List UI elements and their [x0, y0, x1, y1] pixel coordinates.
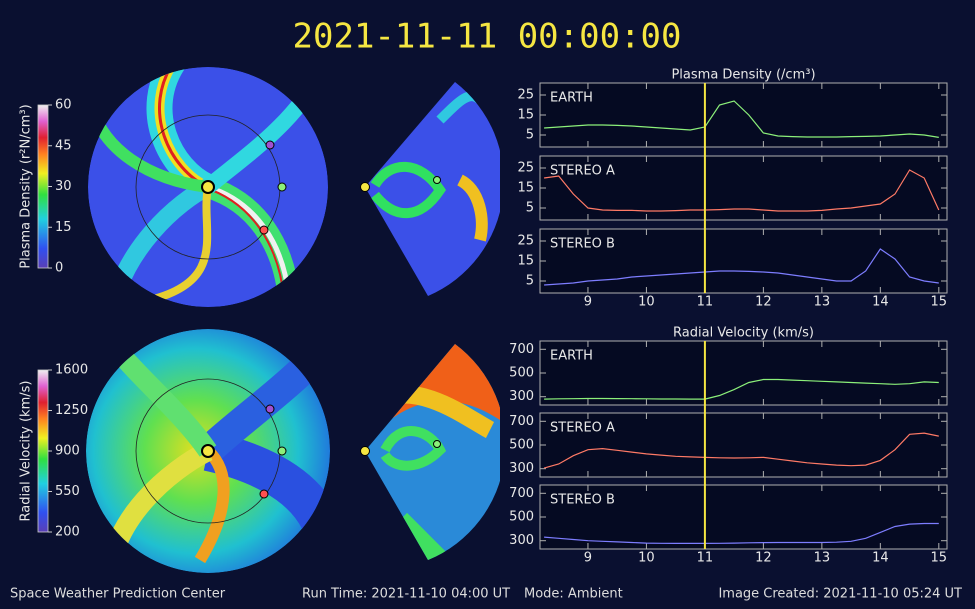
panel: [539, 412, 948, 478]
x-tick-label: 12: [755, 295, 772, 310]
y-tick-label: 700: [509, 414, 534, 429]
image-created: Image Created: 2021-11-10 05:24 UT: [718, 587, 962, 602]
y-tick-label: 15: [517, 108, 534, 123]
y-tick-label: 5: [526, 201, 534, 216]
colorbar-label: Radial Velocity (km/s): [19, 381, 34, 522]
y-tick-label: 300: [509, 389, 534, 404]
x-tick-label: 10: [638, 295, 655, 310]
planet: [433, 176, 441, 184]
panel: [539, 340, 948, 406]
x-tick-label: 9: [584, 295, 592, 310]
y-tick-label: 300: [509, 533, 534, 548]
series-line: [544, 248, 939, 286]
series-line: [544, 100, 939, 138]
density-wedge: [365, 82, 500, 296]
y-tick-label: 300: [509, 461, 534, 476]
footer-left: Space Weather Prediction Center: [10, 587, 226, 602]
planet: [265, 404, 275, 414]
x-tick-label: 14: [872, 551, 889, 566]
panel-title: Plasma Density (/cm³): [671, 68, 815, 83]
colorbar-tick-label: 15: [55, 220, 72, 235]
y-tick-label: 5: [526, 128, 534, 143]
y-tick-label: 500: [509, 366, 534, 381]
series-label: EARTH: [550, 349, 593, 364]
panel: [539, 228, 948, 294]
series-label: EARTH: [550, 91, 593, 106]
y-tick-label: 700: [509, 342, 534, 357]
panel: [539, 82, 948, 148]
series-label: STEREO B: [550, 237, 615, 252]
y-tick-label: 25: [517, 88, 534, 103]
colorbar-tick-label: 550: [55, 484, 80, 499]
y-tick-label: 500: [509, 438, 534, 453]
colorbar: [37, 104, 49, 269]
x-tick-label: 10: [638, 551, 655, 566]
colorbar-tick-label: 45: [55, 138, 72, 153]
velocity-wedge: [365, 344, 500, 560]
x-tick-label: 13: [814, 295, 831, 310]
planet: [277, 446, 287, 456]
sun: [360, 446, 370, 456]
title: 2021-11-11 00:00:00: [293, 17, 682, 57]
series-line: [544, 378, 939, 400]
y-tick-label: 25: [517, 234, 534, 249]
colorbar-tick-label: 900: [55, 444, 80, 459]
series-line: [543, 432, 939, 469]
planet: [259, 489, 269, 499]
sun: [201, 180, 215, 194]
sun: [360, 182, 370, 192]
y-tick-label: 15: [517, 181, 534, 196]
y-tick-label: 700: [509, 486, 534, 501]
planet: [265, 140, 275, 150]
planet: [277, 182, 287, 192]
x-tick-label: 11: [697, 295, 714, 310]
colorbar: [37, 369, 49, 533]
colorbar-tick-label: 1600: [55, 363, 88, 378]
x-tick-label: 11: [697, 551, 714, 566]
colorbar-tick-label: 200: [55, 525, 80, 540]
x-tick-label: 15: [931, 551, 948, 566]
y-tick-label: 500: [509, 510, 534, 525]
series-line: [544, 169, 940, 212]
run-time: Run Time: 2021-11-10 04:00 UT: [302, 587, 510, 602]
colorbar-tick-label: 0: [55, 261, 63, 276]
panel-title: Radial Velocity (km/s): [673, 326, 814, 341]
series-label: STEREO A: [550, 164, 615, 179]
x-tick-label: 14: [872, 295, 889, 310]
x-tick-label: 12: [755, 551, 772, 566]
colorbar-tick-label: 1250: [55, 403, 88, 418]
planet: [259, 225, 269, 235]
y-tick-label: 5: [526, 274, 534, 289]
y-tick-label: 25: [517, 161, 534, 176]
colorbar-label: Plasma Density (r²N/cm³): [19, 104, 34, 268]
series-label: STEREO B: [550, 493, 615, 508]
series-label: STEREO A: [550, 421, 615, 436]
series-line: [544, 522, 939, 544]
colorbar-tick-label: 60: [55, 98, 72, 113]
colorbar-tick-label: 30: [55, 179, 72, 194]
x-tick-label: 9: [584, 551, 592, 566]
x-tick-label: 13: [814, 551, 831, 566]
y-tick-label: 15: [517, 254, 534, 269]
planet: [433, 440, 441, 448]
x-tick-label: 15: [931, 295, 948, 310]
sun: [201, 444, 215, 458]
mode: Mode: Ambient: [524, 587, 623, 602]
